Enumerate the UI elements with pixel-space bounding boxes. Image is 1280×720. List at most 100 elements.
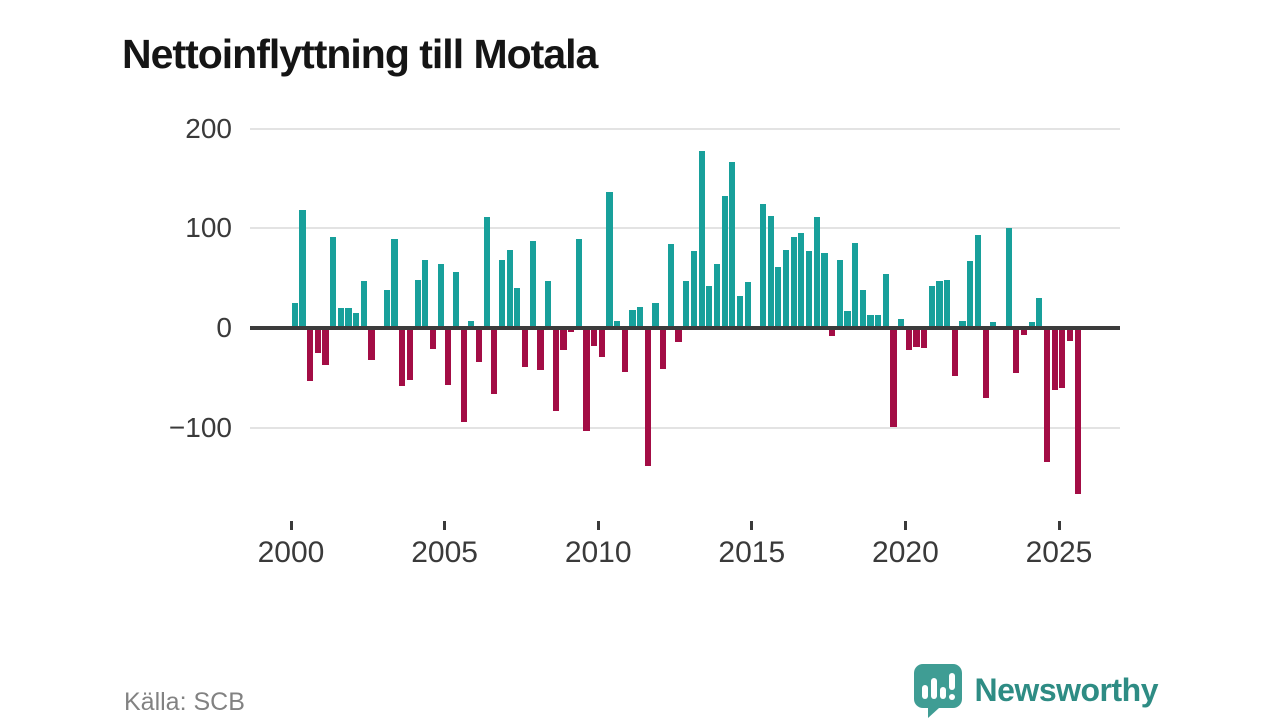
x-axis-tick-2025 bbox=[1057, 521, 1061, 530]
bar bbox=[330, 237, 337, 328]
bar bbox=[575, 239, 582, 328]
bar bbox=[782, 250, 790, 328]
bar bbox=[675, 328, 682, 342]
bar bbox=[790, 237, 797, 328]
bar bbox=[483, 217, 490, 328]
bar bbox=[552, 328, 559, 411]
newsworthy-logo: Newsworthy bbox=[911, 662, 1159, 718]
bar bbox=[399, 328, 406, 386]
x-axis-tick-2015 bbox=[750, 521, 754, 530]
bar bbox=[460, 328, 467, 422]
bar bbox=[852, 243, 859, 328]
bar bbox=[836, 260, 843, 328]
bar bbox=[1059, 328, 1066, 388]
bar bbox=[299, 210, 306, 328]
bar bbox=[414, 280, 421, 328]
bar bbox=[521, 328, 529, 367]
bar bbox=[391, 239, 398, 328]
bar bbox=[798, 233, 805, 328]
bar bbox=[905, 328, 912, 350]
bar bbox=[775, 267, 782, 328]
bar bbox=[429, 328, 437, 349]
newsworthy-logo-text: Newsworthy bbox=[974, 671, 1159, 708]
bar bbox=[360, 281, 367, 328]
x-axis-label-2015: 2015 bbox=[718, 536, 786, 569]
chart-title: Nettoinflyttning till Motala bbox=[122, 31, 598, 78]
y-axis-label-200: 200 bbox=[185, 112, 232, 144]
bar bbox=[759, 204, 767, 328]
bar bbox=[560, 328, 567, 350]
x-axis-label-2005: 2005 bbox=[411, 536, 478, 569]
bar bbox=[882, 274, 889, 328]
bar bbox=[744, 282, 751, 328]
x-axis-tick-2000 bbox=[289, 521, 293, 530]
y-axis-label-0: 0 bbox=[216, 312, 232, 343]
bar bbox=[452, 272, 460, 328]
bar bbox=[529, 241, 536, 328]
bar bbox=[736, 296, 744, 328]
bar bbox=[621, 328, 628, 372]
bar bbox=[729, 162, 736, 328]
bar bbox=[921, 328, 928, 348]
bar bbox=[406, 328, 414, 380]
bar bbox=[859, 290, 866, 328]
bar bbox=[422, 260, 429, 328]
bar bbox=[875, 315, 882, 328]
bar bbox=[667, 244, 674, 328]
bar bbox=[383, 290, 390, 328]
bar bbox=[1013, 328, 1020, 373]
bar bbox=[437, 264, 444, 328]
source-note: Källa: SCB bbox=[124, 688, 245, 716]
bar bbox=[629, 310, 636, 328]
bar bbox=[514, 288, 521, 328]
bar bbox=[951, 328, 958, 376]
bar bbox=[1066, 328, 1074, 341]
x-axis-tick-2010 bbox=[596, 521, 600, 530]
x-axis-label-2025: 2025 bbox=[1025, 536, 1093, 569]
bar bbox=[974, 235, 982, 328]
bar bbox=[537, 328, 544, 370]
x-axis-label-2010: 2010 bbox=[564, 536, 632, 569]
bar bbox=[867, 315, 874, 328]
bar bbox=[1020, 328, 1028, 335]
y-axis-label-−100: −100 bbox=[168, 411, 232, 443]
bar bbox=[1051, 328, 1058, 390]
bar bbox=[944, 280, 951, 328]
bar bbox=[959, 321, 966, 328]
bar bbox=[583, 328, 590, 431]
bar bbox=[468, 321, 475, 328]
bar bbox=[368, 328, 375, 360]
bar bbox=[1028, 322, 1035, 328]
bar bbox=[475, 328, 483, 362]
bar bbox=[713, 264, 721, 328]
bar bbox=[337, 308, 344, 328]
bar bbox=[445, 328, 452, 385]
bar bbox=[652, 303, 659, 328]
bar bbox=[1036, 298, 1043, 328]
bar bbox=[345, 308, 352, 328]
x-axis-tick-2020 bbox=[903, 521, 907, 530]
bar bbox=[1043, 328, 1051, 462]
bar bbox=[606, 192, 613, 328]
bar bbox=[353, 313, 360, 328]
x-axis-label-2020: 2020 bbox=[872, 536, 939, 569]
bar bbox=[829, 328, 836, 336]
bar bbox=[844, 311, 851, 328]
bar bbox=[545, 281, 552, 328]
x-axis-tick-2005 bbox=[443, 521, 447, 530]
bar bbox=[821, 253, 828, 328]
bar bbox=[706, 286, 713, 328]
bar bbox=[813, 217, 820, 328]
x-axis-label-2000: 2000 bbox=[257, 536, 325, 569]
bar bbox=[982, 328, 989, 398]
bar bbox=[598, 328, 605, 357]
bar bbox=[322, 328, 329, 365]
bar bbox=[1074, 328, 1081, 494]
bar bbox=[898, 319, 905, 328]
bar bbox=[683, 281, 690, 328]
zero-baseline bbox=[250, 326, 1120, 330]
bar bbox=[291, 303, 298, 328]
bar bbox=[591, 328, 598, 346]
bar bbox=[913, 328, 920, 347]
